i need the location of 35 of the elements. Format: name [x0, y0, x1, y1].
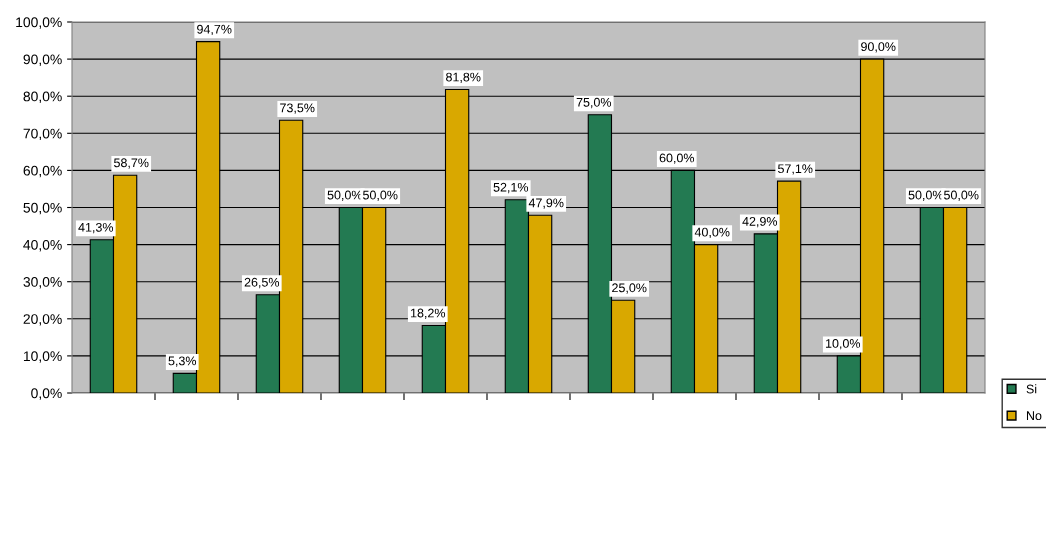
data-label: 57,1%: [778, 164, 813, 175]
data-label: 94,7%: [197, 24, 232, 36]
y-tick-label: 70,0%: [23, 128, 62, 141]
data-label: 42,9%: [742, 216, 778, 228]
y-tick-label: 80,0%: [23, 91, 62, 104]
data-label: 52,1%: [493, 182, 529, 194]
data-label: 50,0%: [327, 190, 363, 201]
data-label: 25,0%: [612, 283, 647, 294]
data-label: 50,0%: [363, 190, 398, 201]
data-label: 47,9%: [528, 198, 564, 209]
data-label: 81,8%: [446, 72, 481, 83]
data-label: 10,0%: [826, 339, 861, 350]
data-label: 90,0%: [861, 42, 896, 53]
data-label: 60,0%: [659, 153, 695, 164]
data-label: 75,0%: [576, 97, 612, 109]
data-label: 73,5%: [280, 103, 315, 114]
y-tick-label: 20,0%: [23, 314, 62, 326]
data-label: 58,7%: [114, 158, 149, 169]
y-tick-label: 40,0%: [23, 239, 62, 252]
data-label: 40,0%: [694, 227, 730, 239]
data-label: 50,0%: [908, 190, 944, 201]
legend-label: No: [1026, 411, 1042, 421]
data-label: 26,5%: [244, 277, 280, 289]
data-label: 50,0%: [944, 190, 979, 201]
y-tick-label: 0,0%: [31, 388, 62, 400]
data-label: 41,3%: [78, 222, 114, 234]
y-tick-label: 90,0%: [23, 54, 62, 66]
data-label: 18,2%: [411, 308, 446, 319]
y-tick-label: 60,0%: [23, 165, 62, 178]
y-tick-label: 50,0%: [23, 202, 62, 215]
legend-label: Si: [1026, 384, 1037, 394]
y-tick-label: 10,0%: [23, 351, 62, 363]
y-tick-label: 30,0%: [23, 277, 62, 289]
y-tick-label: 100,0%: [16, 17, 62, 29]
data-label: 5,3%: [168, 356, 197, 367]
